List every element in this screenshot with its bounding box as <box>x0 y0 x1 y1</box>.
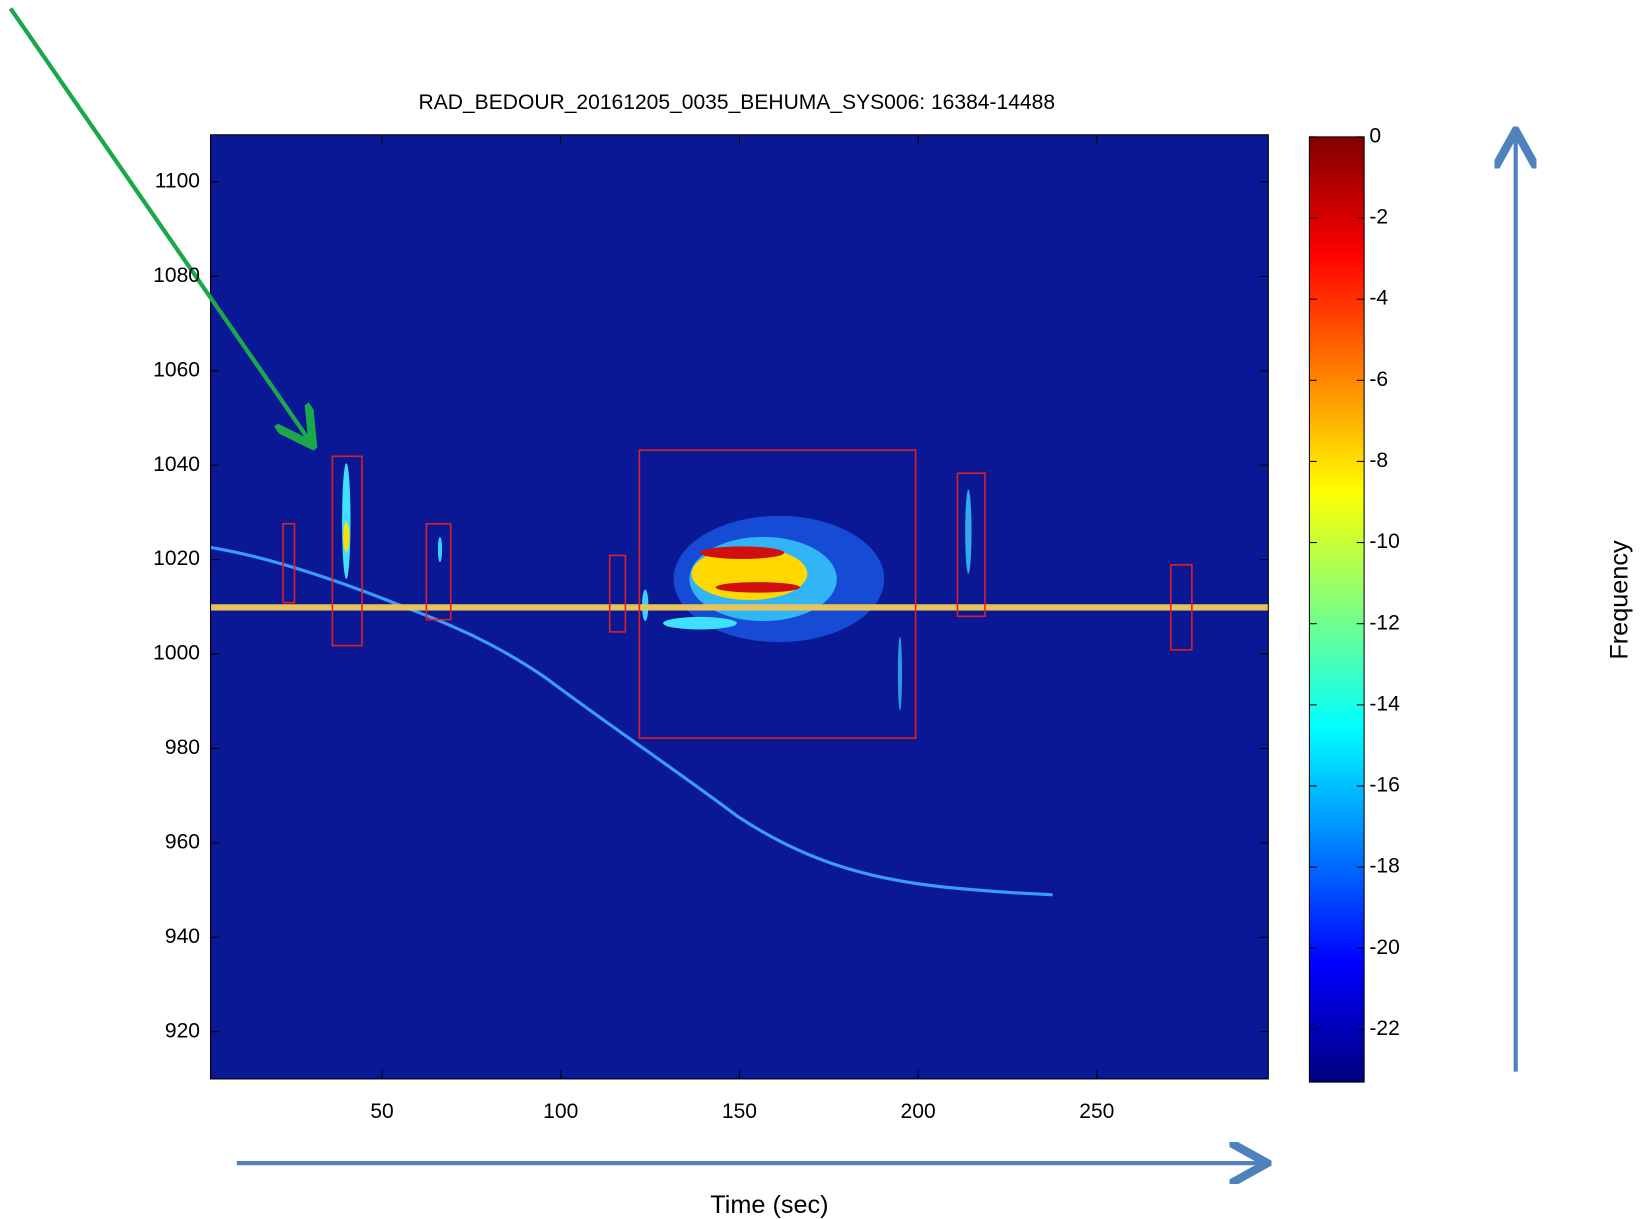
colorbar-tick-label: -22 <box>1369 1017 1399 1040</box>
y-tick-label: 980 <box>165 736 200 759</box>
y-tick-label: 1000 <box>153 642 200 665</box>
y-tick-label: 1040 <box>153 453 200 476</box>
y-tick-label: 1060 <box>153 358 200 381</box>
x-tick-label: 50 <box>370 1100 393 1123</box>
y-tick-label: 960 <box>165 830 200 853</box>
colorbar-tick-label: -10 <box>1369 530 1399 553</box>
colorbar <box>1309 137 1364 1082</box>
colorbar-tick-label: 0 <box>1369 124 1381 147</box>
x-tick-label: 100 <box>543 1100 578 1123</box>
y-tick-label: 1020 <box>153 547 200 570</box>
colorbar-tick-label: -4 <box>1369 287 1388 310</box>
colorbar-tick-label: -8 <box>1369 449 1388 472</box>
y-tick-label: 940 <box>165 925 200 948</box>
chart-title: RAD_BEDOUR_20161205_0035_BEHUMA_SYS006: … <box>419 91 1056 114</box>
y-tick-label: 1100 <box>155 170 200 193</box>
x-tick-label: 200 <box>901 1100 936 1123</box>
colorbar-tick-label: -14 <box>1369 692 1400 715</box>
colorbar-tick-label: -6 <box>1369 368 1388 391</box>
spectrogram <box>211 135 1269 1079</box>
colorbar-tick-label: -18 <box>1369 855 1399 878</box>
chart: RAD_BEDOUR_20161205_0035_BEHUMA_SYS006: … <box>0 0 1642 1219</box>
y-axis-label: Frequency <box>1606 540 1634 660</box>
page: {"chart_data": {"type": "heatmap", "titl… <box>0 0 1642 1219</box>
colorbar-tick-label: -2 <box>1369 206 1388 229</box>
x-axis-label: Time (sec) <box>710 1191 828 1219</box>
x-tick-label: 150 <box>722 1100 757 1123</box>
colorbar-tick-label: -12 <box>1369 611 1399 634</box>
colorbar-tick-label: -16 <box>1369 774 1399 797</box>
y-tick-label: 1080 <box>153 264 200 287</box>
x-tick-label: 250 <box>1079 1100 1114 1123</box>
y-tick-label: 920 <box>165 1019 200 1042</box>
colorbar-tick-label: -20 <box>1369 936 1399 959</box>
